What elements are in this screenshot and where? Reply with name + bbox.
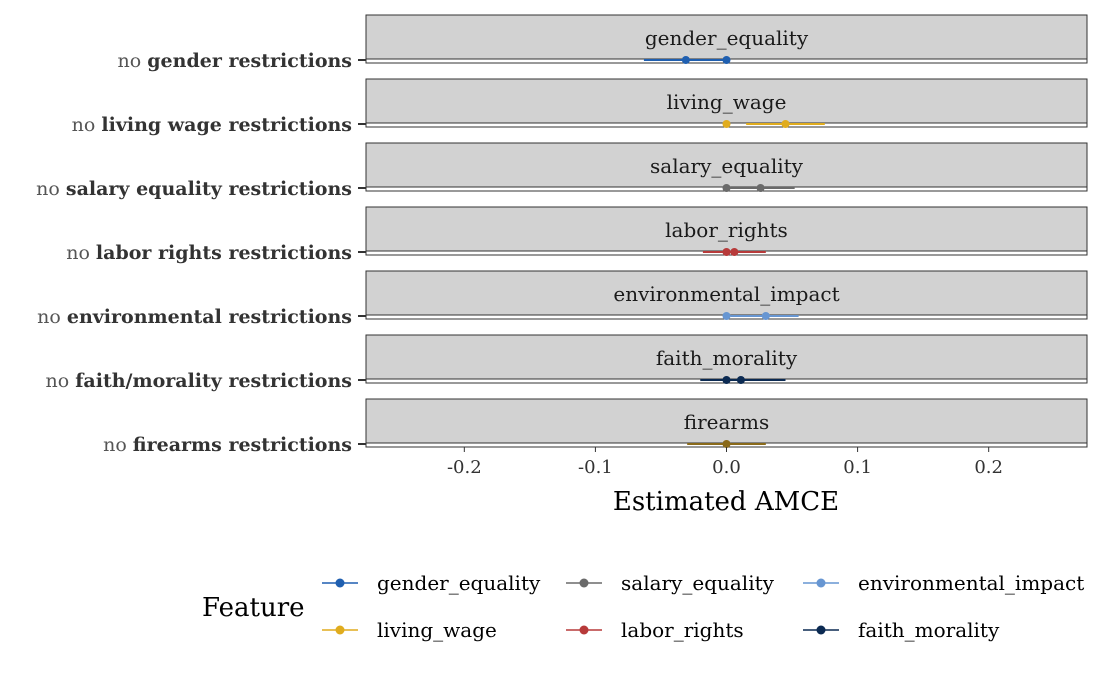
facet-strip-label: living_wage	[667, 90, 787, 114]
legend-item-gender_equality: gender_equality	[322, 571, 541, 595]
x-axis: -0.2 -0.1 0.0 0.1 0.2	[447, 447, 1003, 478]
estimate-point	[722, 440, 731, 448]
estimate-point	[781, 120, 790, 128]
legend-key-point	[816, 625, 826, 635]
x-axis-title: Estimated AMCE	[613, 487, 839, 517]
legend-key-point	[335, 625, 345, 635]
legend-key-point	[335, 578, 345, 588]
legend-label: labor_rights	[621, 618, 744, 642]
x-tick-label: 0.2	[974, 457, 1003, 478]
x-tick-label: -0.1	[578, 457, 613, 478]
legend-label: salary_equality	[621, 571, 775, 595]
facet-strip-label: firearms	[684, 410, 769, 434]
legend-item-faith_morality: faith_morality	[803, 618, 1000, 642]
estimate-point	[681, 56, 690, 64]
row-label: no firearms restrictions	[103, 434, 352, 456]
x-tick-label: -0.2	[447, 457, 482, 478]
estimate-point	[736, 376, 745, 384]
estimate-point	[730, 248, 739, 256]
facet-strip-label: faith_morality	[656, 346, 798, 370]
legend-item-living_wage: living_wage	[322, 618, 497, 642]
facet-strip	[365, 14, 1088, 60]
facet-strip-label: labor_rights	[665, 218, 788, 242]
legend-item-salary_equality: salary_equality	[566, 571, 775, 595]
facet-firearms: firearms no firearms restrictions	[103, 398, 1088, 456]
legend-item-environmental_impact: environmental_impact	[803, 571, 1084, 595]
estimate-point	[722, 120, 731, 128]
row-label: no environmental restrictions	[37, 306, 352, 328]
row-label: no labor rights restrictions	[66, 242, 352, 264]
facet-strip	[365, 206, 1088, 252]
facet-strip	[365, 334, 1088, 380]
legend-label: living_wage	[377, 618, 497, 642]
x-tick-label: 0.1	[843, 457, 872, 478]
estimate-point	[722, 312, 731, 320]
legend-key-point	[579, 625, 589, 635]
estimate-point	[756, 184, 765, 192]
legend: Feature gender_equality salary_equality en…	[202, 571, 1084, 642]
estimate-point	[722, 56, 731, 64]
x-tick-label: 0.0	[712, 457, 741, 478]
legend-key-point	[816, 578, 826, 588]
legend-key-point	[579, 578, 589, 588]
row-label: no gender restrictions	[118, 50, 352, 72]
legend-item-labor_rights: labor_rights	[566, 618, 744, 642]
legend-label: gender_equality	[377, 571, 541, 595]
legend-title: Feature	[202, 593, 305, 623]
facet-strip	[365, 270, 1088, 316]
facet-strip	[365, 78, 1088, 124]
estimate-point	[761, 312, 770, 320]
row-label: no faith/morality restrictions	[46, 370, 352, 392]
legend-label: faith_morality	[858, 618, 1000, 642]
row-label: no living wage restrictions	[72, 114, 352, 136]
legend-label: environmental_impact	[858, 571, 1084, 595]
row-label: no salary equality restrictions	[36, 178, 352, 200]
facet-strip	[365, 398, 1088, 444]
facet-strip-label: environmental_impact	[613, 282, 839, 306]
facet-strip-label: gender_equality	[645, 26, 809, 50]
facet-strip-label: salary_equality	[650, 154, 804, 178]
